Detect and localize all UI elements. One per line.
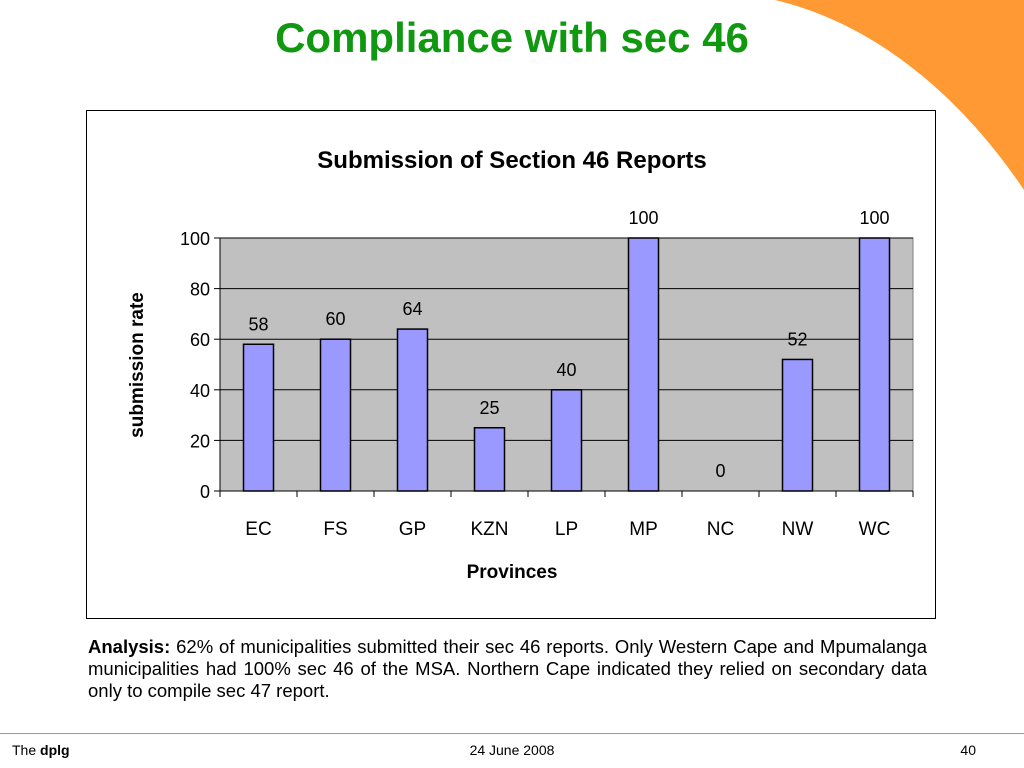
bar: [473, 427, 506, 492]
x-tick-label: NW: [782, 519, 814, 540]
data-label: 40: [556, 360, 576, 380]
bar: [550, 389, 583, 492]
data-label: 0: [715, 461, 725, 481]
chart-frame: Submission of Section 46 Reports 0 20 40 60 8…: [86, 110, 936, 619]
y-tick-label: 0: [200, 482, 210, 502]
footer-brand-prefix: The: [12, 742, 41, 758]
bar: [319, 338, 352, 492]
x-tick-label: WC: [859, 519, 891, 540]
x-tick-label: EC: [245, 519, 271, 540]
bar-chart: Submission of Section 46 Reports 0 20 40 60 8…: [127, 147, 914, 583]
data-label: 25: [479, 398, 499, 418]
data-label: 58: [248, 314, 268, 334]
y-tick-label: 60: [190, 330, 210, 350]
slide-title: Compliance with sec 46: [275, 14, 749, 61]
y-axis-label: submission rate: [127, 292, 148, 438]
bar: [858, 237, 891, 492]
bar: [396, 328, 429, 492]
footer-divider: [0, 733, 1024, 734]
bar: [242, 343, 275, 492]
data-label: 100: [628, 208, 658, 228]
chart-title: Submission of Section 46 Reports: [317, 147, 706, 174]
data-label: 52: [787, 329, 807, 349]
y-tick-label: 20: [190, 431, 210, 451]
x-tick-label: MP: [629, 519, 658, 540]
footer-brand: The dplg: [12, 742, 70, 758]
analysis-text: 62% of municipalities submitted their se…: [88, 636, 927, 701]
y-tick-label: 80: [190, 280, 210, 300]
orange-corner-decoration: [775, 0, 1024, 190]
x-tick-label: FS: [323, 519, 347, 540]
x-tick-label: NC: [707, 519, 734, 540]
data-label: 60: [325, 309, 345, 329]
data-label: 64: [402, 299, 422, 319]
y-tick-label: 40: [190, 381, 210, 401]
x-tick-label: KZN: [471, 519, 509, 540]
x-tick-label: GP: [399, 519, 426, 540]
footer-date: 24 June 2008: [469, 742, 555, 758]
bar: [627, 237, 660, 492]
analysis-label: Analysis:: [88, 636, 171, 657]
analysis-paragraph: Analysis: 62% of municipalities submitte…: [88, 636, 927, 702]
x-tick-label: LP: [555, 519, 578, 540]
y-tick-label: 100: [180, 229, 210, 249]
x-axis-label: Provinces: [467, 562, 558, 583]
bar: [781, 358, 814, 492]
footer-brand-name: dplg: [40, 742, 70, 758]
data-label: 100: [859, 208, 889, 228]
page-number: 40: [960, 742, 976, 758]
